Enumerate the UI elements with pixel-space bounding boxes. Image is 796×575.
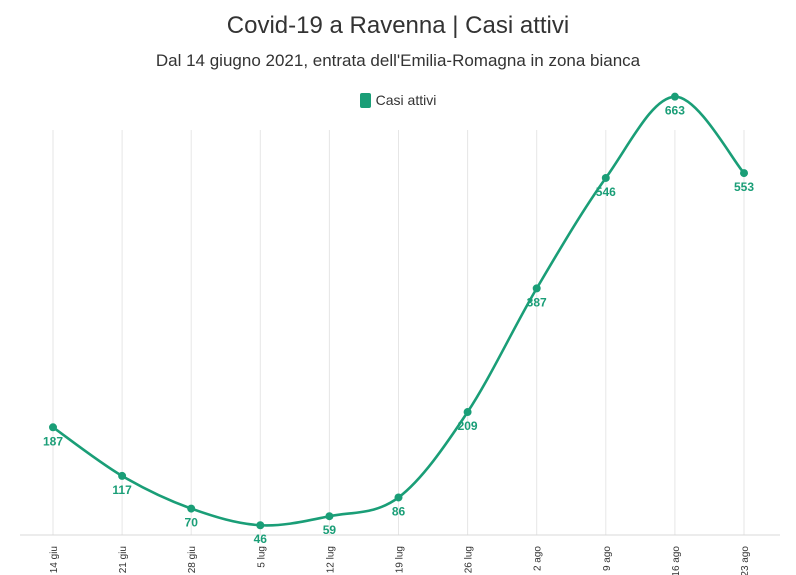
data-point[interactable] <box>394 493 403 502</box>
data-label: 209 <box>458 419 478 433</box>
data-label: 59 <box>323 523 337 537</box>
legend-label: Casi attivi <box>375 92 437 108</box>
x-tick-label: 26 lug <box>464 546 475 573</box>
data-label: 46 <box>254 532 268 546</box>
data-label: 187 <box>43 434 63 448</box>
data-label: 546 <box>596 185 616 199</box>
data-label: 663 <box>665 104 685 118</box>
legend[interactable]: Casi attivi <box>0 92 796 108</box>
legend-swatch <box>359 92 371 108</box>
x-tick-label: 23 ago <box>740 546 751 575</box>
data-point[interactable] <box>187 504 196 513</box>
data-point[interactable] <box>670 92 679 101</box>
chart-title: Covid-19 a Ravenna | Casi attivi <box>226 12 570 39</box>
x-tick-label: 12 lug <box>325 546 336 573</box>
x-tick-label: 28 giu <box>187 546 198 573</box>
x-tick-label: 16 ago <box>671 546 682 575</box>
data-point[interactable] <box>256 521 265 530</box>
x-tick-label: 19 lug <box>395 546 406 573</box>
x-tick-label: 21 giu <box>118 546 129 573</box>
data-point[interactable] <box>118 471 127 480</box>
data-point[interactable] <box>740 169 748 178</box>
data-point[interactable] <box>601 173 610 182</box>
data-point[interactable] <box>325 512 334 521</box>
data-label: 553 <box>734 180 754 194</box>
data-label: 70 <box>185 516 199 530</box>
data-label: 86 <box>392 504 406 518</box>
data-label: 387 <box>527 295 547 309</box>
series-line-casi-attivi <box>52 95 745 527</box>
x-tick-label: 9 ago <box>602 546 613 571</box>
data-point[interactable] <box>463 408 472 417</box>
data-point[interactable] <box>532 284 541 293</box>
chart-subtitle: Dal 14 giugno 2021, entrata dell'Emilia-… <box>155 51 641 70</box>
x-tick-label: 14 giu <box>49 546 60 573</box>
data-point[interactable] <box>49 423 57 432</box>
x-tick-label: 5 lug <box>256 546 267 568</box>
data-label: 117 <box>112 483 132 497</box>
x-tick-label: 2 ago <box>533 546 544 571</box>
